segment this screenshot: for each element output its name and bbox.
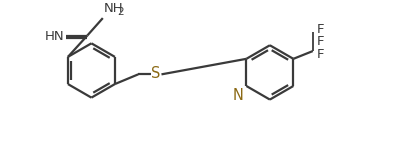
Text: HN: HN (44, 30, 64, 43)
Text: NH: NH (103, 2, 123, 15)
Text: S: S (151, 66, 160, 81)
Text: F: F (316, 35, 323, 48)
Text: F: F (316, 23, 323, 36)
Text: F: F (316, 48, 323, 62)
Text: N: N (232, 88, 243, 103)
Text: 2: 2 (117, 7, 124, 17)
